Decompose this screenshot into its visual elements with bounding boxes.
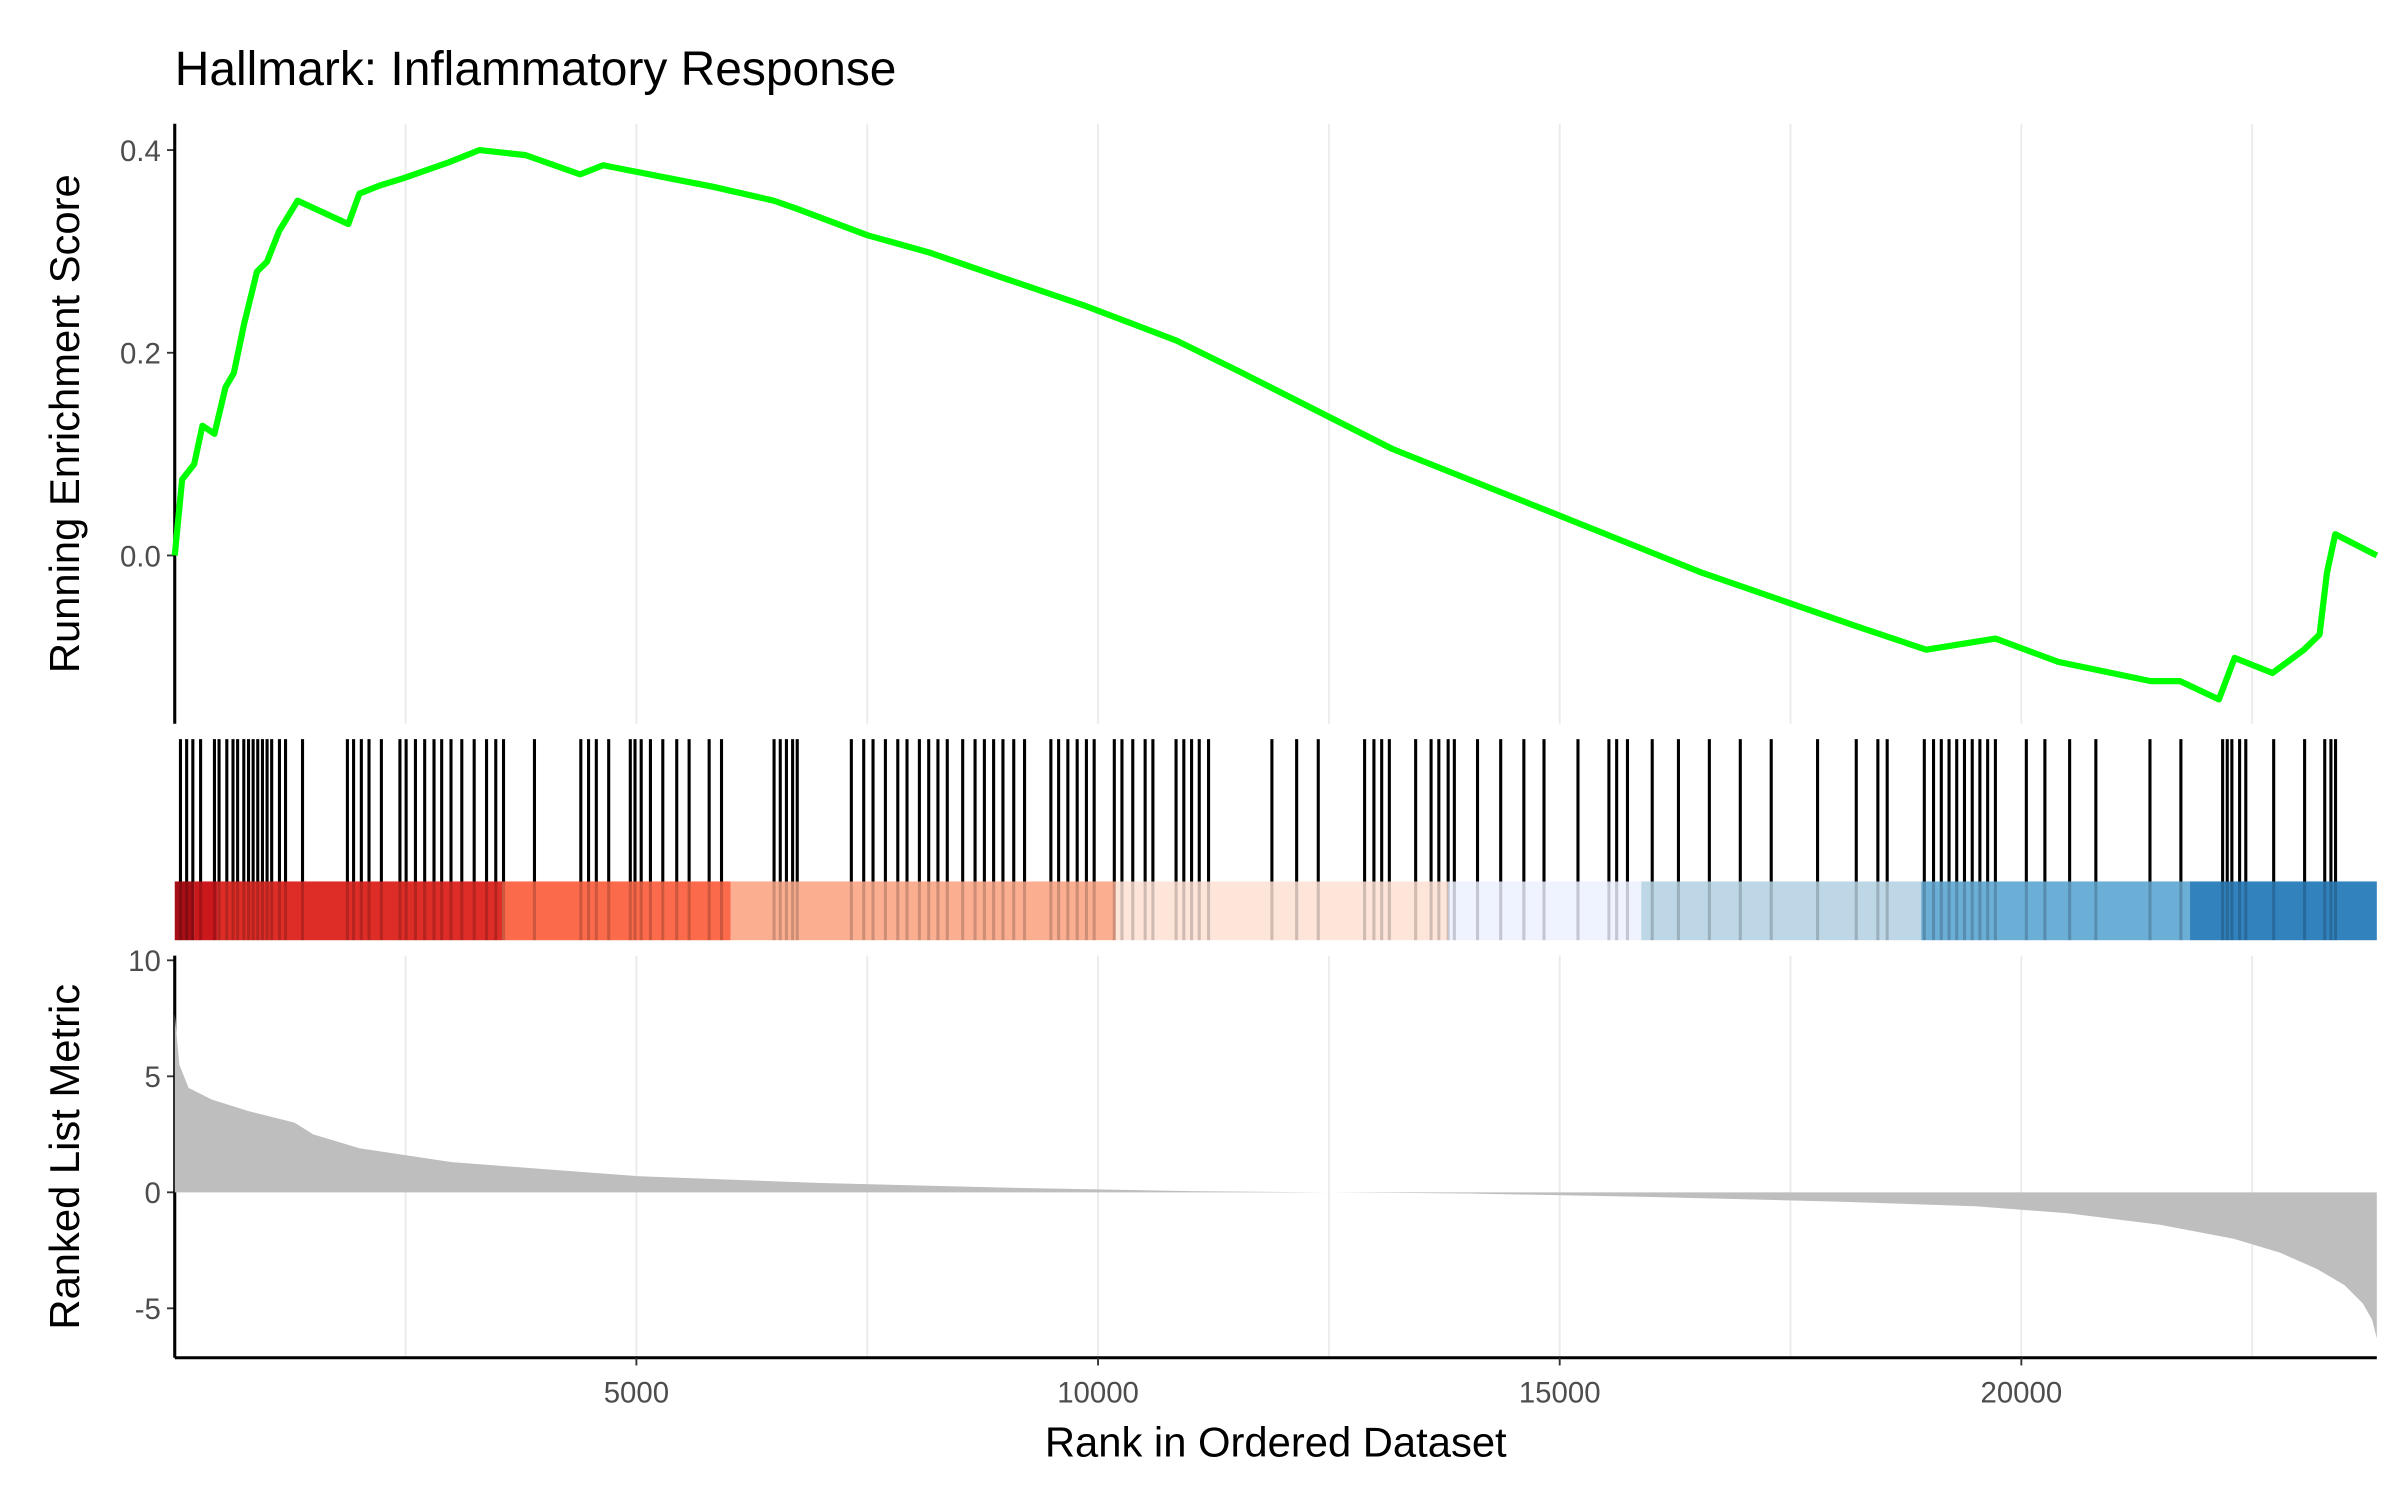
y-axis-title: Running Enrichment Score xyxy=(41,174,88,673)
x-tick-label: 10000 xyxy=(1057,1377,1139,1410)
chart-title: Hallmark: Inflammatory Response xyxy=(175,43,897,96)
plot: Hallmark: Inflammatory Response 0.0 0.2 0.… xyxy=(41,43,2379,1466)
y-tick-label: 0.4 xyxy=(120,135,161,168)
rank-band xyxy=(174,881,195,941)
x-tick-label: 5000 xyxy=(604,1377,669,1410)
metric-area xyxy=(174,1013,2377,1339)
x-tick-label: 15000 xyxy=(1519,1377,1601,1410)
rank-band xyxy=(194,881,218,941)
rank-band xyxy=(217,881,503,941)
y-tick-label: 0.2 xyxy=(120,338,161,371)
rank-band xyxy=(502,881,731,941)
y-tick-label: -5 xyxy=(135,1293,161,1326)
rank-band xyxy=(1921,881,2191,941)
y-axis-title: Ranked List Metric xyxy=(41,984,88,1330)
y-tick-label: 5 xyxy=(144,1061,160,1094)
y-tick-label: 0 xyxy=(144,1177,160,1210)
rank-band xyxy=(1448,881,1642,941)
rank-band xyxy=(730,881,1116,941)
rank-band xyxy=(1641,881,1922,941)
x-tick-label: 20000 xyxy=(1981,1377,2063,1410)
x-axis-title: Rank in Ordered Dataset xyxy=(1045,1419,1507,1466)
y-tick-label: 0.0 xyxy=(120,540,161,573)
rank-band xyxy=(1115,881,1449,941)
enrichment-line xyxy=(171,146,2379,703)
y-tick-label: 10 xyxy=(128,945,161,978)
rank-band xyxy=(2190,881,2377,941)
